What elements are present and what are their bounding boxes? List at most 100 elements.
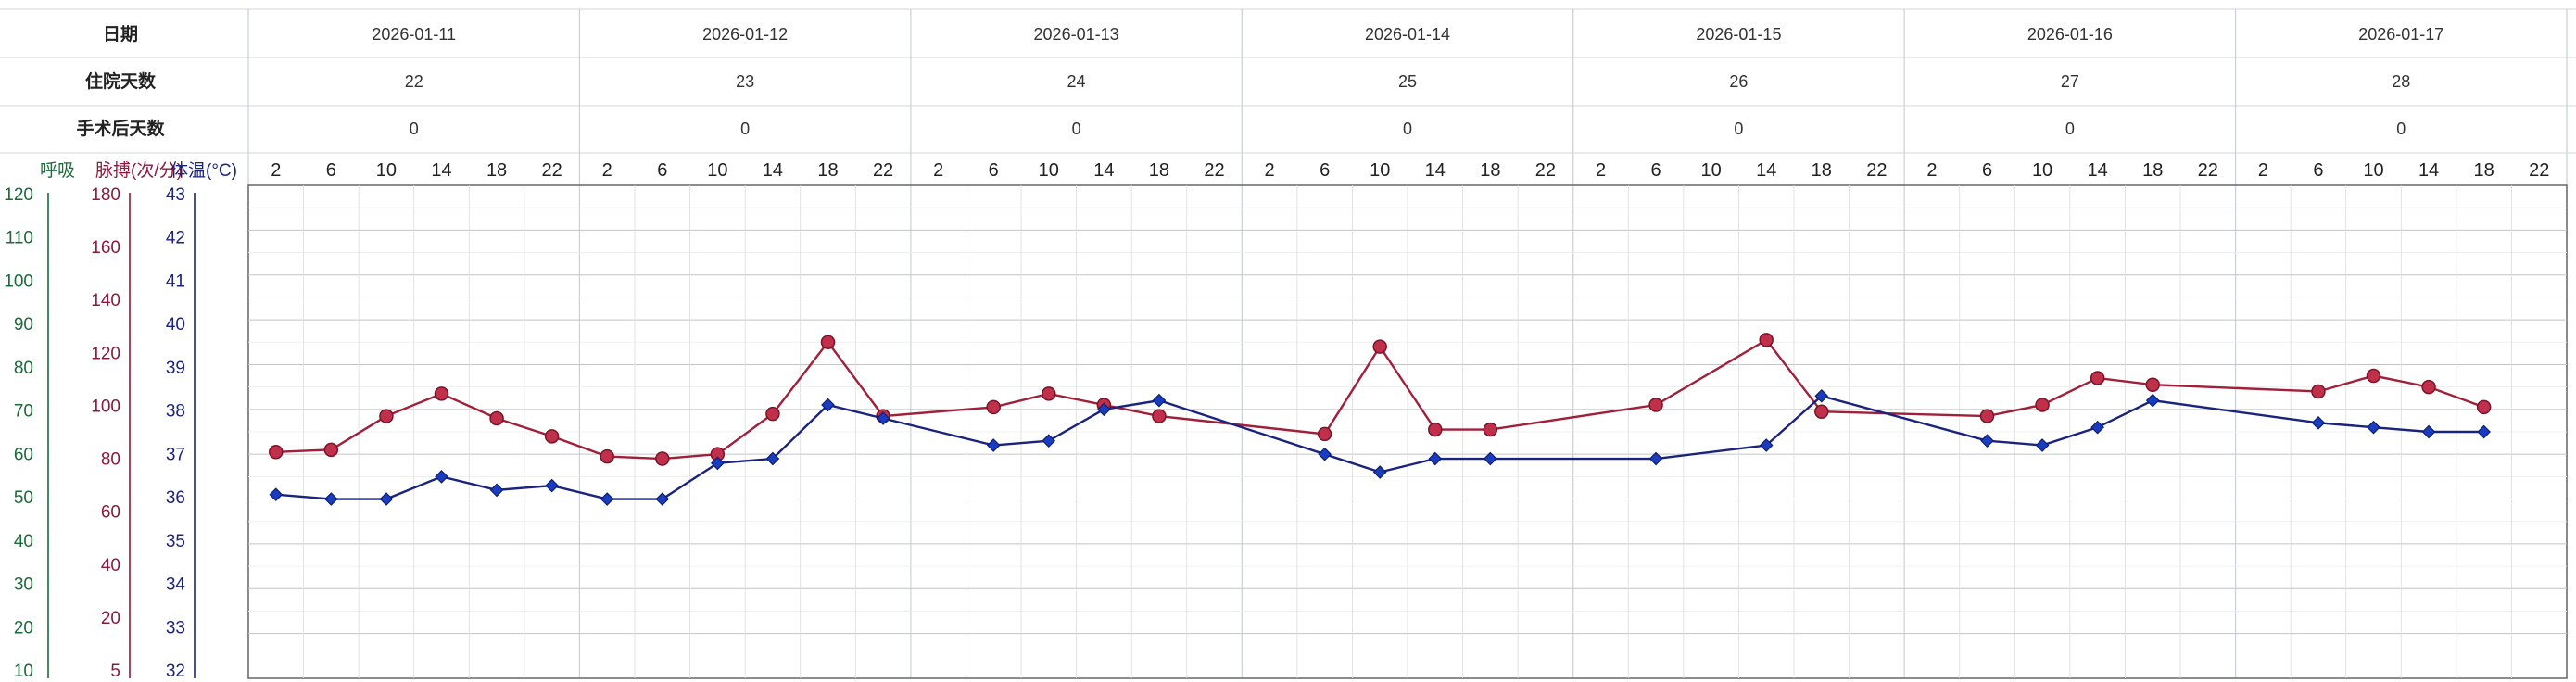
pulse-point [544, 429, 560, 444]
pulse-point [1042, 386, 1056, 401]
hospital-day-cell: 23 [736, 72, 754, 91]
resp-tick-label: 10 [14, 662, 33, 681]
temp-tick-label: 36 [166, 488, 185, 508]
hospital-day-cell: 28 [2392, 72, 2410, 91]
postop-day-cell: 0 [2396, 120, 2406, 138]
postop-day-cell: 0 [1403, 120, 1412, 138]
temp-point [1097, 402, 1111, 417]
temp-point [2145, 393, 2160, 408]
hour-label: 18 [2142, 160, 2163, 181]
date-cell: 2026-01-16 [2027, 25, 2113, 44]
resp-tick-label: 30 [14, 575, 33, 595]
resp-tick-label: 80 [14, 359, 33, 378]
hour-label: 14 [2418, 160, 2439, 181]
postop-day-cell: 0 [1734, 120, 1743, 138]
pulse-tick-label: 20 [101, 609, 120, 628]
hospital-days-row-label: 住院天数 [85, 70, 157, 92]
temp-point [2311, 415, 2326, 430]
temp-point [2035, 438, 2050, 452]
temp-tick-label: 39 [166, 359, 185, 378]
temp-point [711, 456, 725, 471]
hour-label: 10 [1701, 160, 1722, 181]
temp-point [545, 478, 559, 493]
hour-label: 2 [2258, 160, 2268, 181]
pulse-tick-label: 140 [91, 291, 120, 310]
temp-point [1484, 451, 1497, 466]
temp-point [655, 492, 670, 506]
temp-point [1428, 451, 1443, 466]
postop-day-cell: 0 [2065, 120, 2075, 138]
pulse-point [986, 399, 1001, 415]
pulse-point [2311, 384, 2326, 399]
pulse-axis-title: 脉搏(次/分) [95, 160, 183, 181]
pulse-point [269, 445, 284, 460]
pulse-point [2090, 371, 2105, 385]
hour-label: 18 [1480, 160, 1500, 181]
pulse-point [1814, 404, 1829, 419]
hour-label: 10 [707, 160, 727, 181]
date-cell: 2026-01-12 [702, 25, 788, 44]
pulse-point [1428, 422, 1443, 437]
hour-label: 22 [542, 160, 562, 181]
date-cell: 2026-01-14 [1365, 25, 1450, 44]
pulse-point [1979, 409, 1995, 423]
temp-tick-label: 32 [166, 662, 185, 681]
temp-tick-label: 43 [166, 185, 185, 205]
postop-day-cell: 0 [410, 120, 419, 138]
hour-label: 14 [763, 160, 783, 181]
hour-label: 10 [376, 160, 397, 181]
postop-day-cell: 0 [740, 120, 750, 138]
temp-point [986, 438, 1001, 452]
series-layer [269, 333, 2492, 506]
date-cell: 2026-01-13 [1034, 25, 1119, 44]
temp-point [600, 492, 614, 506]
resp-axis-title: 呼吸 [40, 160, 75, 181]
hour-label: 2 [602, 160, 612, 181]
pulse-tick-label: 80 [101, 450, 120, 470]
pulse-point [2476, 399, 2492, 415]
temp-point [1152, 393, 1167, 408]
hour-label: 14 [1756, 160, 1776, 181]
pulse-point [434, 386, 449, 401]
date-row-label: 日期 [103, 24, 138, 44]
resp-tick-label: 60 [14, 445, 33, 464]
hour-label: 2 [271, 160, 281, 181]
temp-tick-label: 35 [166, 532, 185, 551]
temp-tick-label: 33 [166, 618, 185, 638]
hospital-day-cell: 27 [2061, 72, 2079, 91]
hour-label: 10 [2032, 160, 2052, 181]
hospital-day-cell: 24 [1067, 72, 1086, 91]
pulse-tick-label: 160 [91, 238, 120, 258]
hour-label: 6 [2313, 160, 2323, 181]
date-cell: 2026-01-11 [372, 25, 456, 44]
hospital-day-cell: 22 [405, 72, 423, 91]
pulse-tick-label: 100 [91, 397, 120, 416]
hour-label: 22 [1204, 160, 1224, 181]
temp-point [489, 483, 504, 498]
temp-tick-label: 41 [166, 272, 185, 291]
temp-point [269, 487, 284, 502]
pulse-point [2366, 368, 2381, 384]
pulse-point [379, 409, 394, 423]
temp-point [2090, 420, 2104, 435]
hour-label: 6 [1320, 160, 1330, 181]
hour-label: 6 [989, 160, 999, 181]
temp-point [821, 398, 835, 412]
temp-tick-label: 34 [166, 575, 186, 595]
pulse-point [489, 410, 504, 426]
pulse-tick-label: 180 [91, 185, 120, 205]
date-cells: 2026-01-11 2026-01-12 2026-01-13 2026-01-14… [372, 25, 2443, 138]
temp-tick-label: 38 [166, 402, 185, 422]
pulse-tick-label: 5 [110, 662, 120, 681]
resp-tick-label: 50 [14, 488, 33, 508]
hour-label: 2 [1265, 160, 1275, 181]
header-grid [0, 8, 2576, 678]
date-cell: 2026-01-15 [1696, 25, 1781, 44]
temp-point [1814, 388, 1829, 403]
pulse-point [1317, 426, 1332, 442]
hour-label: 2 [933, 160, 943, 181]
pulse-tick-label: 40 [101, 556, 120, 575]
hour-label: 22 [2529, 160, 2549, 181]
hour-label: 10 [2363, 160, 2383, 181]
pulse-point [2035, 398, 2050, 412]
